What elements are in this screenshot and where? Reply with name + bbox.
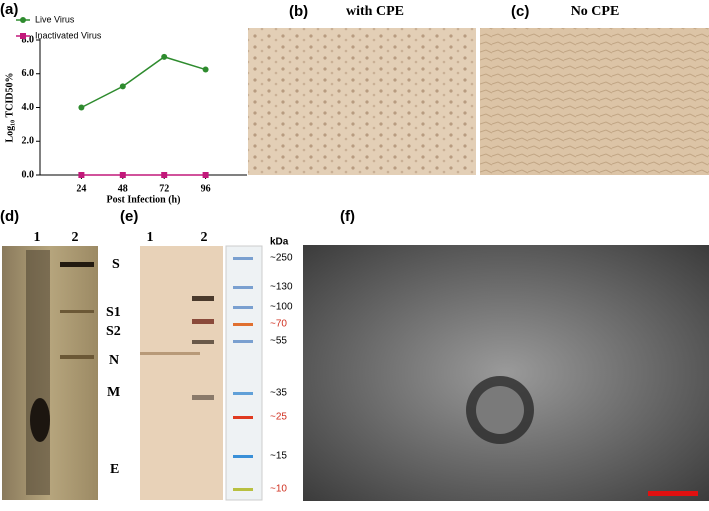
ladder-label: ~55 — [270, 336, 287, 347]
ladder-label: ~10 — [270, 484, 287, 495]
lane-label: 1 — [34, 230, 41, 245]
band-label: E — [110, 462, 119, 477]
legend-marker — [20, 17, 26, 23]
no-cpe-image — [480, 28, 709, 175]
ladder-label: ~35 — [270, 388, 287, 399]
point — [202, 66, 209, 73]
x-axis-label: Post Infection (h) — [107, 194, 181, 205]
gel-e — [140, 246, 223, 500]
legend-marker — [20, 33, 26, 39]
panel-title: No CPE — [571, 4, 620, 19]
cpe-image — [248, 28, 476, 175]
point — [119, 83, 126, 90]
ladder — [225, 245, 263, 501]
em-image — [303, 245, 709, 501]
panel-label: (b) — [289, 3, 308, 20]
ladder-unit: kDa — [270, 237, 289, 248]
band-label: S2 — [106, 324, 121, 339]
gel-d — [2, 246, 98, 500]
panel-label: (c) — [511, 3, 529, 20]
ladder-label: ~100 — [270, 302, 293, 313]
band-label: M — [107, 385, 120, 400]
point — [119, 172, 126, 178]
panel-label: (f) — [340, 208, 355, 225]
panel-label: (d) — [0, 208, 19, 225]
y-tick-label: 2.0 — [22, 136, 35, 147]
panel-title: with CPE — [346, 4, 404, 19]
ladder-label: ~15 — [270, 451, 287, 462]
lane-label: 2 — [201, 230, 208, 245]
ladder-label: ~25 — [270, 412, 287, 423]
point — [78, 172, 85, 178]
ladder-label: ~250 — [270, 253, 293, 264]
x-tick-label: 72 — [159, 183, 169, 194]
point — [202, 172, 209, 178]
series-line — [81, 56, 206, 109]
y-tick-label: 4.0 — [22, 102, 35, 113]
point — [161, 53, 168, 60]
point — [161, 172, 168, 178]
legend-label: Inactivated Virus — [35, 30, 102, 40]
x-tick-label: 96 — [201, 183, 211, 194]
y-tick-label: 8.0 — [22, 34, 35, 45]
band-label: S1 — [106, 305, 121, 320]
ladder-label: ~130 — [270, 282, 293, 293]
band-label: N — [109, 353, 119, 368]
x-tick-label: 48 — [118, 183, 128, 194]
y-tick-label: 6.0 — [22, 68, 35, 79]
panel-label: (a) — [0, 1, 18, 18]
lane-label: 2 — [72, 230, 79, 245]
y-axis-label: Log₁₀ TCID50% — [4, 73, 15, 143]
ladder-label: ~70 — [270, 319, 287, 330]
lane-label: 1 — [147, 230, 154, 245]
point — [78, 104, 85, 111]
y-tick-label: 0.0 — [22, 169, 35, 180]
x-tick-label: 24 — [76, 183, 86, 194]
chart-a: (a) 0.0 2.0 4.0 6.0 8.0 24 48 72 96 Post Infection… — [0, 1, 247, 205]
legend-label: Live Virus — [35, 14, 75, 24]
panel-label: (e) — [120, 208, 138, 225]
band-label: S — [112, 257, 120, 272]
